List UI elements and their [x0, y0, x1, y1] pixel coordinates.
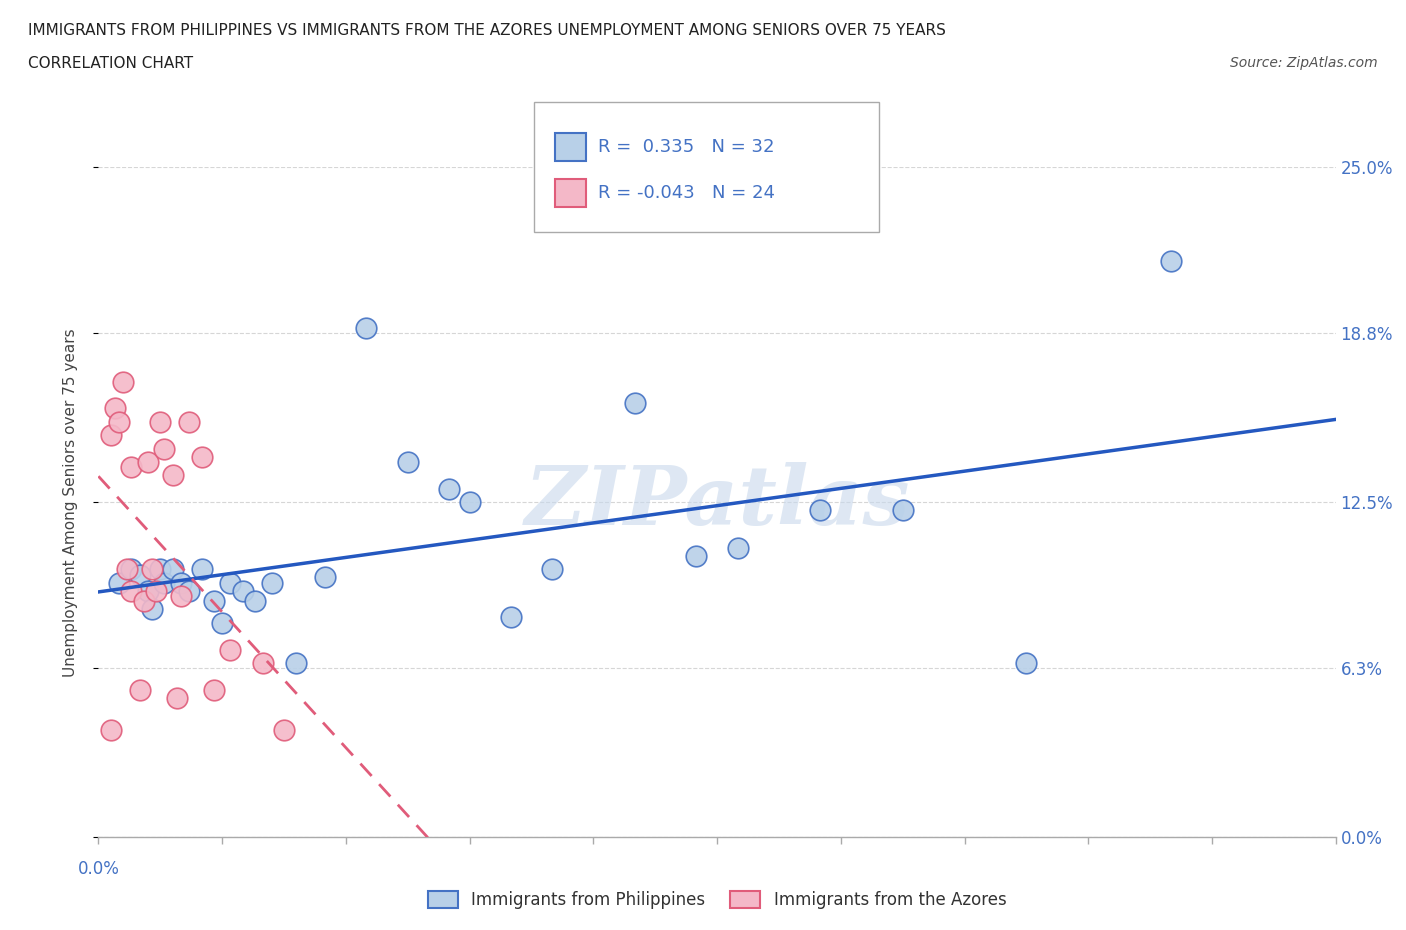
Point: [541, 562, 564, 577]
Point: [149, 415, 172, 430]
Point: [396, 455, 419, 470]
Point: [458, 495, 481, 510]
Text: 0.0%: 0.0%: [77, 860, 120, 879]
Point: [260, 575, 283, 590]
Point: [141, 562, 163, 577]
Point: [211, 616, 233, 631]
Point: [108, 575, 131, 590]
Point: [149, 562, 172, 577]
Point: [170, 575, 193, 590]
Point: [104, 401, 127, 416]
Point: [120, 460, 142, 475]
Point: [891, 503, 914, 518]
Point: [100, 723, 122, 737]
Point: [356, 321, 378, 336]
Point: [132, 594, 155, 609]
Point: [170, 589, 193, 604]
Point: [727, 540, 749, 555]
Point: [120, 562, 142, 577]
Point: [623, 395, 645, 410]
Point: [128, 567, 150, 582]
Point: [232, 583, 254, 598]
Point: [153, 575, 176, 590]
Point: [1160, 254, 1182, 269]
Point: [190, 449, 212, 464]
Point: [141, 602, 163, 617]
Point: [100, 428, 122, 443]
Point: [190, 562, 212, 577]
Text: R =  0.335   N = 32: R = 0.335 N = 32: [598, 138, 775, 156]
Point: [285, 656, 308, 671]
Point: [153, 441, 176, 456]
Point: [128, 683, 150, 698]
Point: [136, 455, 159, 470]
Point: [243, 594, 266, 609]
Point: [145, 583, 167, 598]
Point: [108, 415, 131, 430]
Point: [219, 642, 242, 657]
Point: [179, 583, 201, 598]
Point: [166, 690, 188, 705]
Point: [314, 570, 336, 585]
Point: [120, 583, 142, 598]
Point: [179, 415, 201, 430]
Point: [136, 583, 159, 598]
Point: [252, 656, 274, 671]
Text: ZIPatlas: ZIPatlas: [524, 462, 910, 542]
Text: Source: ZipAtlas.com: Source: ZipAtlas.com: [1230, 56, 1378, 70]
Point: [273, 723, 295, 737]
Y-axis label: Unemployment Among Seniors over 75 years: Unemployment Among Seniors over 75 years: [63, 328, 77, 676]
Text: CORRELATION CHART: CORRELATION CHART: [28, 56, 193, 71]
Point: [202, 683, 225, 698]
Legend: Immigrants from Philippines, Immigrants from the Azores: Immigrants from Philippines, Immigrants …: [422, 884, 1012, 916]
Point: [685, 549, 707, 564]
Point: [112, 374, 135, 389]
Point: [219, 575, 242, 590]
Text: IMMIGRANTS FROM PHILIPPINES VS IMMIGRANTS FROM THE AZORES UNEMPLOYMENT AMONG SEN: IMMIGRANTS FROM PHILIPPINES VS IMMIGRANT…: [28, 23, 946, 38]
Point: [437, 482, 460, 497]
Point: [162, 468, 184, 483]
Point: [1015, 656, 1038, 671]
Text: R = -0.043   N = 24: R = -0.043 N = 24: [598, 184, 775, 203]
Point: [117, 562, 139, 577]
Point: [499, 610, 522, 625]
Point: [808, 503, 831, 518]
Point: [162, 562, 184, 577]
Point: [202, 594, 225, 609]
